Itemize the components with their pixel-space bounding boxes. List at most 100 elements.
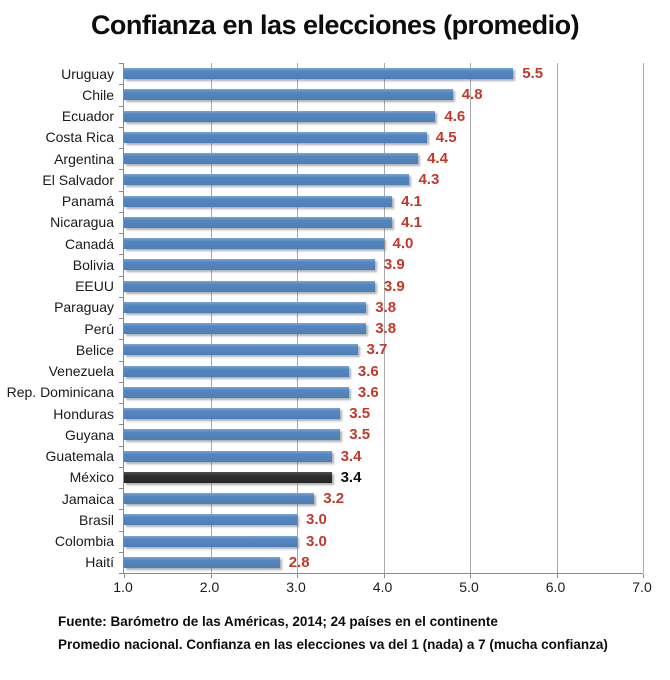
y-axis-tick bbox=[119, 573, 123, 574]
bar-row: 4.1 bbox=[124, 212, 643, 233]
chart-title: Confianza en las elecciones (promedio) bbox=[90, 10, 580, 40]
x-axis-tick bbox=[556, 574, 558, 578]
country-label: Panamá bbox=[61, 193, 114, 210]
bar-row: 3.4 bbox=[124, 446, 643, 467]
value-label: 4.5 bbox=[435, 128, 457, 146]
plot-area: 5.5 4.8 4.6 4.5 4.4 4.3 4.1 4.1 4.0 3.9 3.9 3.8 3.8 3… bbox=[119, 63, 644, 578]
value-label: 3.8 bbox=[375, 320, 397, 338]
bar bbox=[124, 301, 367, 313]
bar bbox=[124, 110, 436, 122]
bar bbox=[124, 386, 349, 398]
gridline bbox=[470, 63, 471, 573]
x-axis-tick-label: 6.0 bbox=[545, 579, 566, 595]
x-axis-tick-label: 3.0 bbox=[286, 579, 306, 595]
y-axis-tick bbox=[119, 190, 123, 192]
value-label: 4.6 bbox=[444, 107, 466, 125]
country-label: Ecuador bbox=[61, 108, 114, 125]
bar bbox=[124, 344, 358, 356]
bar bbox=[124, 238, 384, 250]
x-axis-tick bbox=[383, 574, 385, 578]
y-axis-tick bbox=[119, 424, 123, 426]
bar bbox=[124, 174, 410, 186]
value-label: 3.0 bbox=[306, 511, 327, 529]
bar-row: 4.0 bbox=[124, 233, 643, 254]
chart-footnote: Fuente: Barómetro de las Américas, 2014;… bbox=[58, 610, 608, 656]
bar bbox=[124, 365, 349, 377]
bar bbox=[124, 535, 297, 547]
x-axis-tick bbox=[643, 574, 644, 578]
x-axis-tick bbox=[210, 574, 212, 578]
bar-row: 3.0 bbox=[124, 531, 643, 552]
bar-row: 3.5 bbox=[124, 424, 643, 445]
value-label: 4.4 bbox=[427, 150, 448, 168]
value-label: 4.0 bbox=[392, 235, 414, 253]
bar-row: 3.6 bbox=[124, 382, 643, 403]
value-label: 4.1 bbox=[401, 192, 422, 210]
country-label: Bolivia bbox=[72, 256, 114, 273]
country-label: Costa Rica bbox=[45, 129, 114, 146]
country-label: Jamaica bbox=[61, 490, 114, 507]
country-label: EEUU bbox=[75, 278, 114, 295]
value-label: 4.8 bbox=[461, 86, 483, 104]
bar-row: 3.9 bbox=[124, 254, 643, 275]
y-axis-tick bbox=[119, 148, 123, 149]
x-axis-tick-label: 4.0 bbox=[372, 579, 393, 595]
country-label: Uruguay bbox=[61, 65, 114, 82]
country-label: Rep. Dominicana bbox=[6, 384, 114, 401]
country-label: Nicaragua bbox=[50, 214, 114, 231]
x-axis-tick bbox=[297, 574, 298, 578]
gridline bbox=[556, 63, 558, 573]
value-label: 3.5 bbox=[349, 426, 371, 444]
value-label: 3.8 bbox=[375, 298, 397, 316]
country-label: Perú bbox=[84, 320, 114, 337]
value-label: 3.2 bbox=[323, 490, 345, 508]
country-label: Colombia bbox=[54, 533, 114, 550]
bar-row: 3.6 bbox=[124, 361, 643, 382]
value-label: 3.5 bbox=[349, 405, 371, 423]
bars-container: 5.5 4.8 4.6 4.5 4.4 4.3 4.1 4.1 4.0 3.9 3.9 3.8 3.8 3… bbox=[124, 63, 643, 573]
bar bbox=[124, 280, 375, 292]
country-label: Honduras bbox=[53, 405, 114, 422]
bar-row: 3.5 bbox=[124, 403, 643, 424]
bar bbox=[124, 493, 315, 505]
y-axis-tick bbox=[119, 530, 123, 532]
value-label: 3.0 bbox=[306, 532, 327, 550]
y-axis-tick bbox=[119, 445, 123, 447]
gridline bbox=[210, 63, 212, 573]
bar bbox=[124, 89, 453, 101]
value-label: 3.6 bbox=[357, 362, 379, 380]
bar bbox=[124, 450, 332, 462]
country-label: Haití bbox=[85, 554, 114, 571]
y-axis-tick bbox=[119, 63, 123, 64]
bar-highlighted bbox=[124, 471, 332, 483]
bar-row: 3.4 bbox=[124, 467, 643, 488]
y-axis-tick bbox=[119, 381, 123, 383]
value-label: 3.9 bbox=[383, 256, 405, 274]
bar-row: 3.0 bbox=[124, 509, 643, 530]
y-axis-tick bbox=[119, 254, 123, 256]
y-axis-labels: Uruguay Chile Ecuador Costa Rica Argentina El… bbox=[0, 63, 114, 573]
value-label: 2.8 bbox=[288, 553, 310, 571]
y-axis-tick bbox=[119, 360, 123, 362]
x-axis-tick-label: 1.0 bbox=[113, 579, 133, 595]
x-axis-tick bbox=[470, 574, 471, 578]
bar bbox=[124, 216, 393, 228]
bar-row: 4.6 bbox=[124, 106, 643, 127]
bar-row: 2.8 bbox=[124, 552, 643, 573]
country-label: Belice bbox=[75, 341, 114, 358]
x-axis-tick-label: 7.0 bbox=[632, 579, 652, 595]
country-label: México bbox=[69, 469, 114, 486]
bar-row: 3.8 bbox=[124, 318, 643, 339]
value-label: 4.3 bbox=[418, 171, 440, 189]
y-axis-tick bbox=[119, 403, 123, 404]
x-axis-tick-labels: 1.0 2.0 3.0 4.0 5.0 6.0 7.0 bbox=[113, 579, 651, 597]
bar-row: 4.3 bbox=[124, 169, 643, 190]
bar-row: 3.8 bbox=[124, 297, 643, 318]
value-label: 5.5 bbox=[522, 65, 544, 83]
x-axis-tick bbox=[124, 574, 125, 578]
bar-row: 4.5 bbox=[124, 127, 643, 148]
x-axis-tick-label: 5.0 bbox=[459, 579, 479, 595]
y-axis-tick bbox=[119, 339, 123, 341]
footnote-scale: Promedio nacional. Confianza en las elec… bbox=[58, 637, 608, 652]
